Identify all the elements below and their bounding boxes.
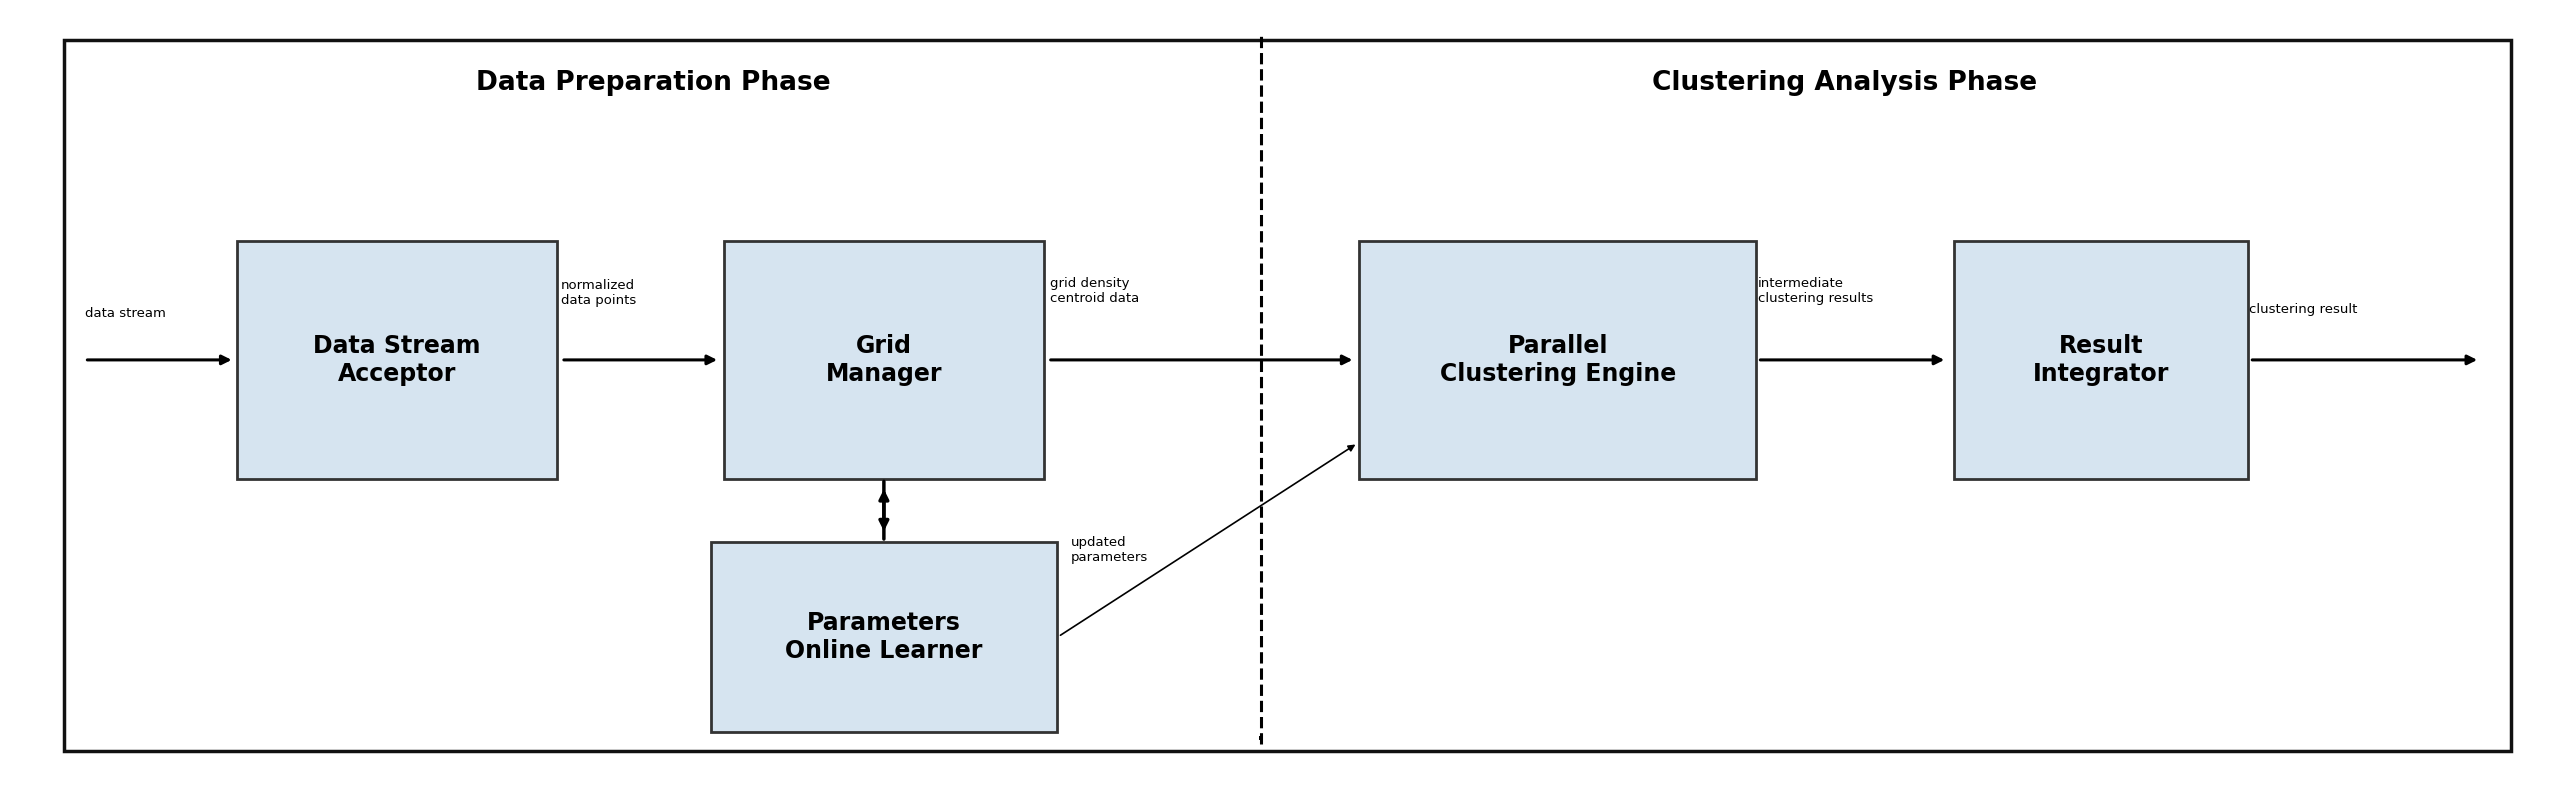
FancyBboxPatch shape	[64, 40, 2511, 751]
FancyBboxPatch shape	[1358, 241, 1758, 479]
Text: Clustering Analysis Phase: Clustering Analysis Phase	[1652, 70, 2037, 96]
Text: Parallel
Clustering Engine: Parallel Clustering Engine	[1440, 334, 1676, 386]
FancyBboxPatch shape	[236, 241, 559, 479]
FancyBboxPatch shape	[710, 542, 1058, 732]
Text: Result
Integrator: Result Integrator	[2032, 334, 2170, 386]
Text: intermediate
clustering results: intermediate clustering results	[1758, 278, 1873, 305]
Text: normalized
data points: normalized data points	[561, 279, 635, 307]
Text: Parameters
Online Learner: Parameters Online Learner	[784, 611, 984, 663]
Text: clustering result: clustering result	[2249, 304, 2357, 316]
Text: updated
parameters: updated parameters	[1071, 536, 1148, 564]
Text: grid density
centroid data: grid density centroid data	[1050, 278, 1140, 305]
FancyBboxPatch shape	[722, 241, 1045, 479]
Text: .: .	[1255, 717, 1266, 746]
Text: Data Stream
Acceptor: Data Stream Acceptor	[313, 334, 482, 386]
Text: data stream: data stream	[85, 308, 167, 320]
Text: Data Preparation Phase: Data Preparation Phase	[477, 70, 830, 96]
FancyBboxPatch shape	[1952, 241, 2249, 479]
Text: Grid
Manager: Grid Manager	[825, 334, 943, 386]
